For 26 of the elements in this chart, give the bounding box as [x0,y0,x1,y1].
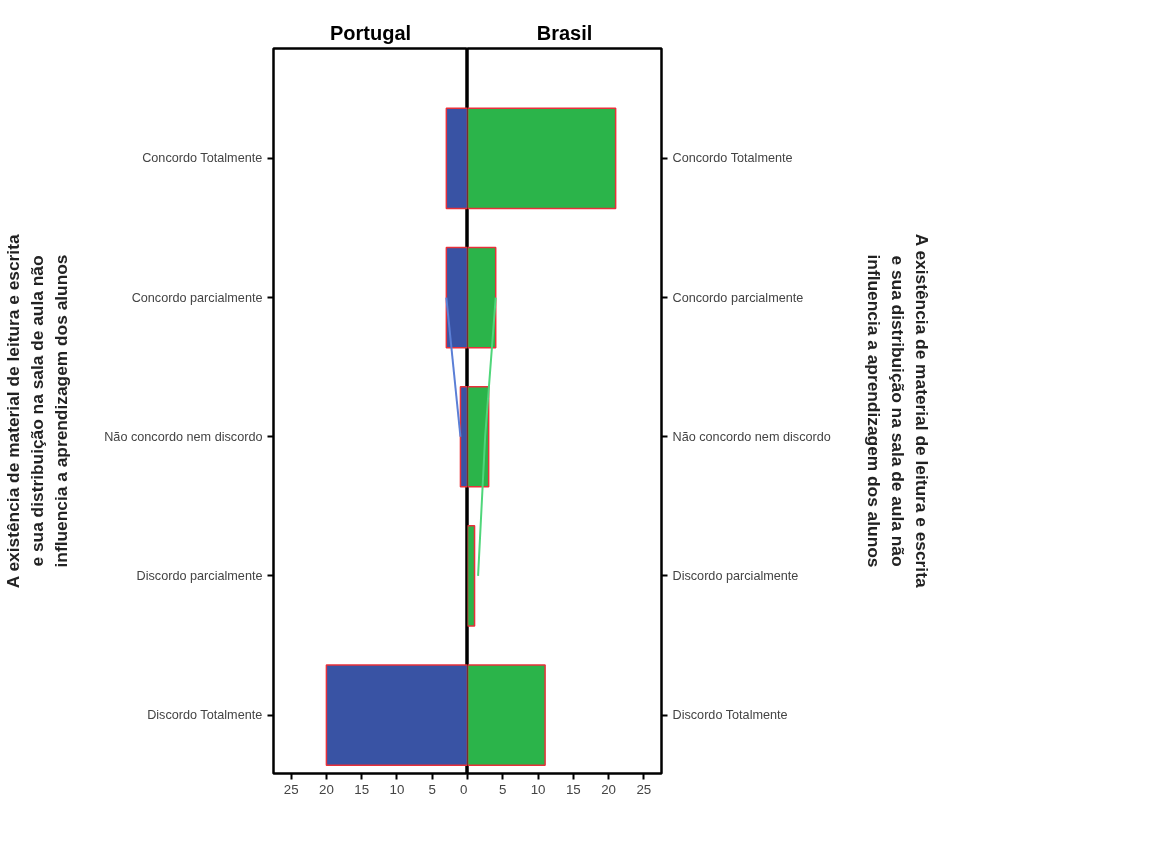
chart-title: Brasil [536,21,593,44]
x-tick-label: 10 [530,781,546,797]
y-axis-title: A existência de material de leitura e escrita e sua distribuição na sala de aula não influencia a aprendizagem dos alunos [863,233,932,588]
x-tick-label: 5 [428,781,436,797]
x-tick-label: 25 [636,781,652,797]
chart-title: Portugal [329,21,412,44]
y-tick-label: Discordo parcialmente [672,568,799,583]
y-tick-label: Discordo Totalmente [147,708,263,723]
x-tick-label: 15 [354,781,370,797]
y-tick-label: Concordo parcialmente [672,290,804,305]
x-tick-label: 5 [499,781,507,797]
x-tick-label: 20 [601,781,617,797]
y-tick-label: Concordo Totalmente [142,151,263,166]
y-axis-title: A existência de material de leitura e escrita e sua distribuição na sala de aula não influencia a aprendizagem dos alunos [3,234,72,589]
x-tick-label: 25 [283,781,299,797]
y-tick-label: Não concordo nem discordo [104,429,263,444]
y-tick-label: Discordo Totalmente [672,708,788,723]
bar [467,525,476,627]
x-tick-label: 0 [460,781,468,797]
x-tick-label: 20 [319,781,334,797]
x-tick-label: 15 [565,781,581,797]
y-tick-label: Concordo parcialmente [131,290,263,305]
y-tick-label: Não concordo nem discordo [672,429,831,444]
x-tick-label: 10 [389,781,405,797]
y-tick-label: Discordo parcialmente [136,568,263,583]
y-tick-label: Concordo Totalmente [672,151,793,166]
